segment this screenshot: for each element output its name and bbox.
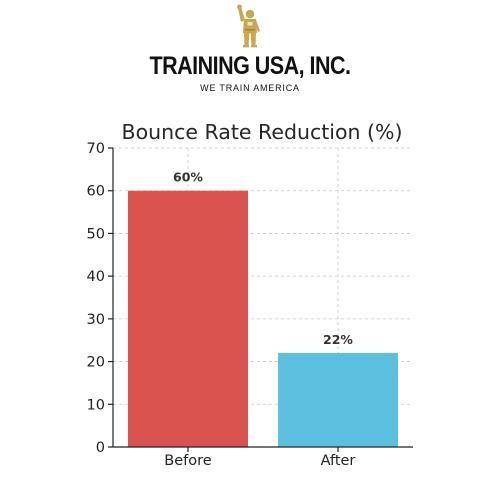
company-logo: TRAINING USA, INC. WE TRAIN AMERICA — [0, 0, 500, 100]
labels: 60% 22% 0 10 20 30 40 50 60 70 Before After — [87, 141, 356, 469]
waving-person-figure-icon — [237, 4, 260, 48]
y-tick-label: 60 — [87, 184, 105, 200]
y-tick-label: 30 — [87, 312, 105, 328]
y-tick-label: 70 — [87, 141, 105, 157]
y-tick-label: 40 — [87, 269, 105, 285]
y-tick-label: 10 — [87, 397, 105, 413]
bar-after — [278, 353, 398, 447]
company-name: TRAINING USA, INC. — [149, 52, 351, 80]
company-tagline: WE TRAIN AMERICA — [200, 83, 300, 93]
y-tick-label: 50 — [87, 226, 105, 242]
x-tick-label: Before — [164, 453, 211, 469]
bar-before — [128, 190, 248, 447]
bars — [128, 190, 398, 447]
x-tick-label: After — [321, 453, 356, 469]
axes — [108, 147, 413, 452]
y-tick-label: 20 — [87, 355, 105, 371]
data-label: 22% — [323, 332, 353, 347]
y-tick-label: 0 — [96, 440, 105, 456]
data-label: 60% — [173, 170, 203, 185]
chart-title: Bounce Rate Reduction (%) — [122, 120, 403, 144]
